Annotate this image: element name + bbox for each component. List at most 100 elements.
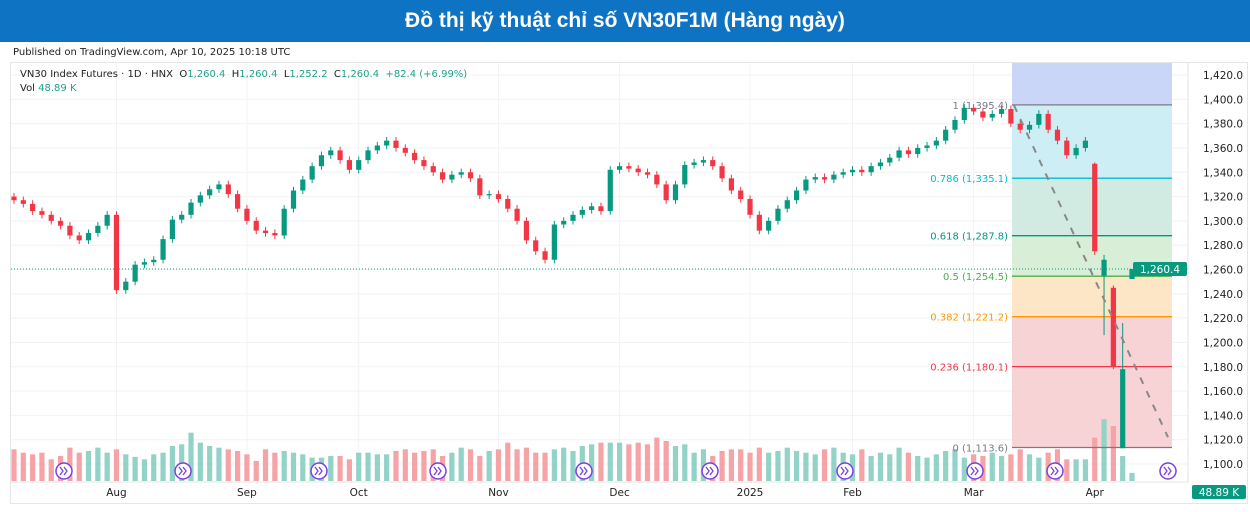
symbol-name: VN30 Index Futures · 1D · HNX: [20, 69, 173, 80]
replay-arrow-icon: [705, 466, 714, 476]
time-axis-tick: Aug: [106, 487, 127, 499]
volume-bar: [384, 454, 390, 481]
candle: [467, 172, 474, 179]
volume-bar: [859, 449, 865, 481]
volume-bar: [356, 452, 362, 481]
volume-bar: [812, 454, 818, 481]
volume-bar: [1064, 459, 1070, 481]
volume-bar: [95, 447, 101, 481]
candle: [123, 281, 129, 291]
replay-icon[interactable]: [310, 462, 328, 480]
volume-bar: [123, 454, 129, 481]
fib-zone: [1012, 104, 1172, 179]
replay-icon[interactable]: [966, 462, 984, 480]
candle: [505, 198, 511, 209]
volume-bar: [626, 444, 632, 481]
volume-bar: [486, 451, 492, 481]
volume-bar: [784, 447, 790, 481]
replay-icon[interactable]: [1046, 462, 1064, 480]
volume-bar: [458, 447, 464, 481]
candle: [1064, 140, 1070, 156]
volume-label: Vol: [20, 83, 35, 94]
fib-level-label: 0.236 (1,180.1): [930, 363, 1008, 374]
replay-icon[interactable]: [836, 462, 854, 480]
volume-bar: [747, 452, 753, 481]
volume-bar: [589, 444, 595, 481]
price-axis-tick: 1,200.0: [1203, 337, 1243, 349]
volume-bar: [132, 456, 138, 481]
volume-bar: [961, 457, 967, 481]
last-volume-value: 48.89 K: [1199, 487, 1240, 499]
volume-bar: [85, 451, 92, 481]
candle: [523, 220, 530, 241]
candle: [700, 160, 707, 163]
candle: [57, 220, 64, 226]
candle: [831, 174, 837, 180]
candle: [439, 172, 446, 180]
candle: [85, 233, 92, 241]
volume-bar: [235, 451, 241, 481]
candle: [626, 166, 632, 169]
candle: [794, 190, 800, 201]
close-value: 1,260.4: [340, 69, 380, 80]
published-note: Published on TradingView.com, Apr 10, 20…: [13, 47, 291, 58]
candle: [1054, 129, 1061, 141]
candle: [309, 166, 315, 180]
price-axis-tick: 1,120.0: [1203, 435, 1243, 447]
candle: [877, 162, 884, 167]
candle: [756, 214, 762, 231]
candle: [20, 200, 26, 204]
volume-bar: [244, 454, 250, 481]
candle: [644, 172, 651, 175]
volume-bar: [896, 447, 902, 481]
close-label: C: [333, 69, 341, 80]
volume-bar: [113, 449, 120, 481]
volume-bar: [495, 449, 502, 481]
time-axis-tick: Oct: [350, 487, 368, 499]
replay-icon[interactable]: [575, 462, 593, 480]
replay-icon[interactable]: [55, 462, 73, 480]
replay-arrow-icon: [178, 466, 187, 476]
volume-bar: [607, 442, 613, 481]
candle: [598, 206, 604, 212]
volume-bar: [281, 451, 287, 481]
volume-bar: [477, 456, 483, 481]
candle: [663, 184, 669, 201]
candle: [859, 169, 865, 173]
volume-bar: [766, 452, 772, 481]
time-axis-tick: Nov: [488, 487, 509, 499]
replay-icon[interactable]: [429, 462, 447, 480]
candle: [188, 202, 194, 215]
volume-bar: [290, 452, 297, 481]
volume-bar: [1129, 472, 1135, 481]
replay-icon[interactable]: [174, 462, 192, 480]
volume-bar: [831, 447, 837, 481]
trend-line: [1013, 104, 1169, 438]
volume-bar: [365, 452, 371, 481]
candle: [290, 190, 297, 209]
price-axis-tick: 1,320.0: [1203, 192, 1243, 204]
candle: [1045, 113, 1051, 130]
replay-arrow-icon: [314, 466, 323, 476]
candle: [346, 160, 352, 170]
volume-bar: [1036, 457, 1042, 481]
candle: [971, 107, 977, 112]
candle: [738, 190, 744, 199]
candle: [1110, 287, 1116, 367]
candle: [356, 160, 362, 170]
volume-bar: [682, 444, 688, 481]
volume-bar: [952, 449, 958, 481]
price-axis-tick: 1,240.0: [1203, 289, 1243, 301]
last-price-tag: [1133, 262, 1187, 277]
volume-bar: [346, 459, 352, 481]
volume-bar: [728, 449, 734, 481]
candle: [1129, 269, 1135, 279]
replay-icon[interactable]: [701, 462, 719, 480]
candle: [766, 220, 772, 231]
volume-bar: [1092, 437, 1098, 481]
candle: [589, 206, 595, 210]
replay-icon[interactable]: [1159, 462, 1177, 480]
fib-zone: [1012, 316, 1172, 367]
volume-bar: [1120, 456, 1126, 481]
